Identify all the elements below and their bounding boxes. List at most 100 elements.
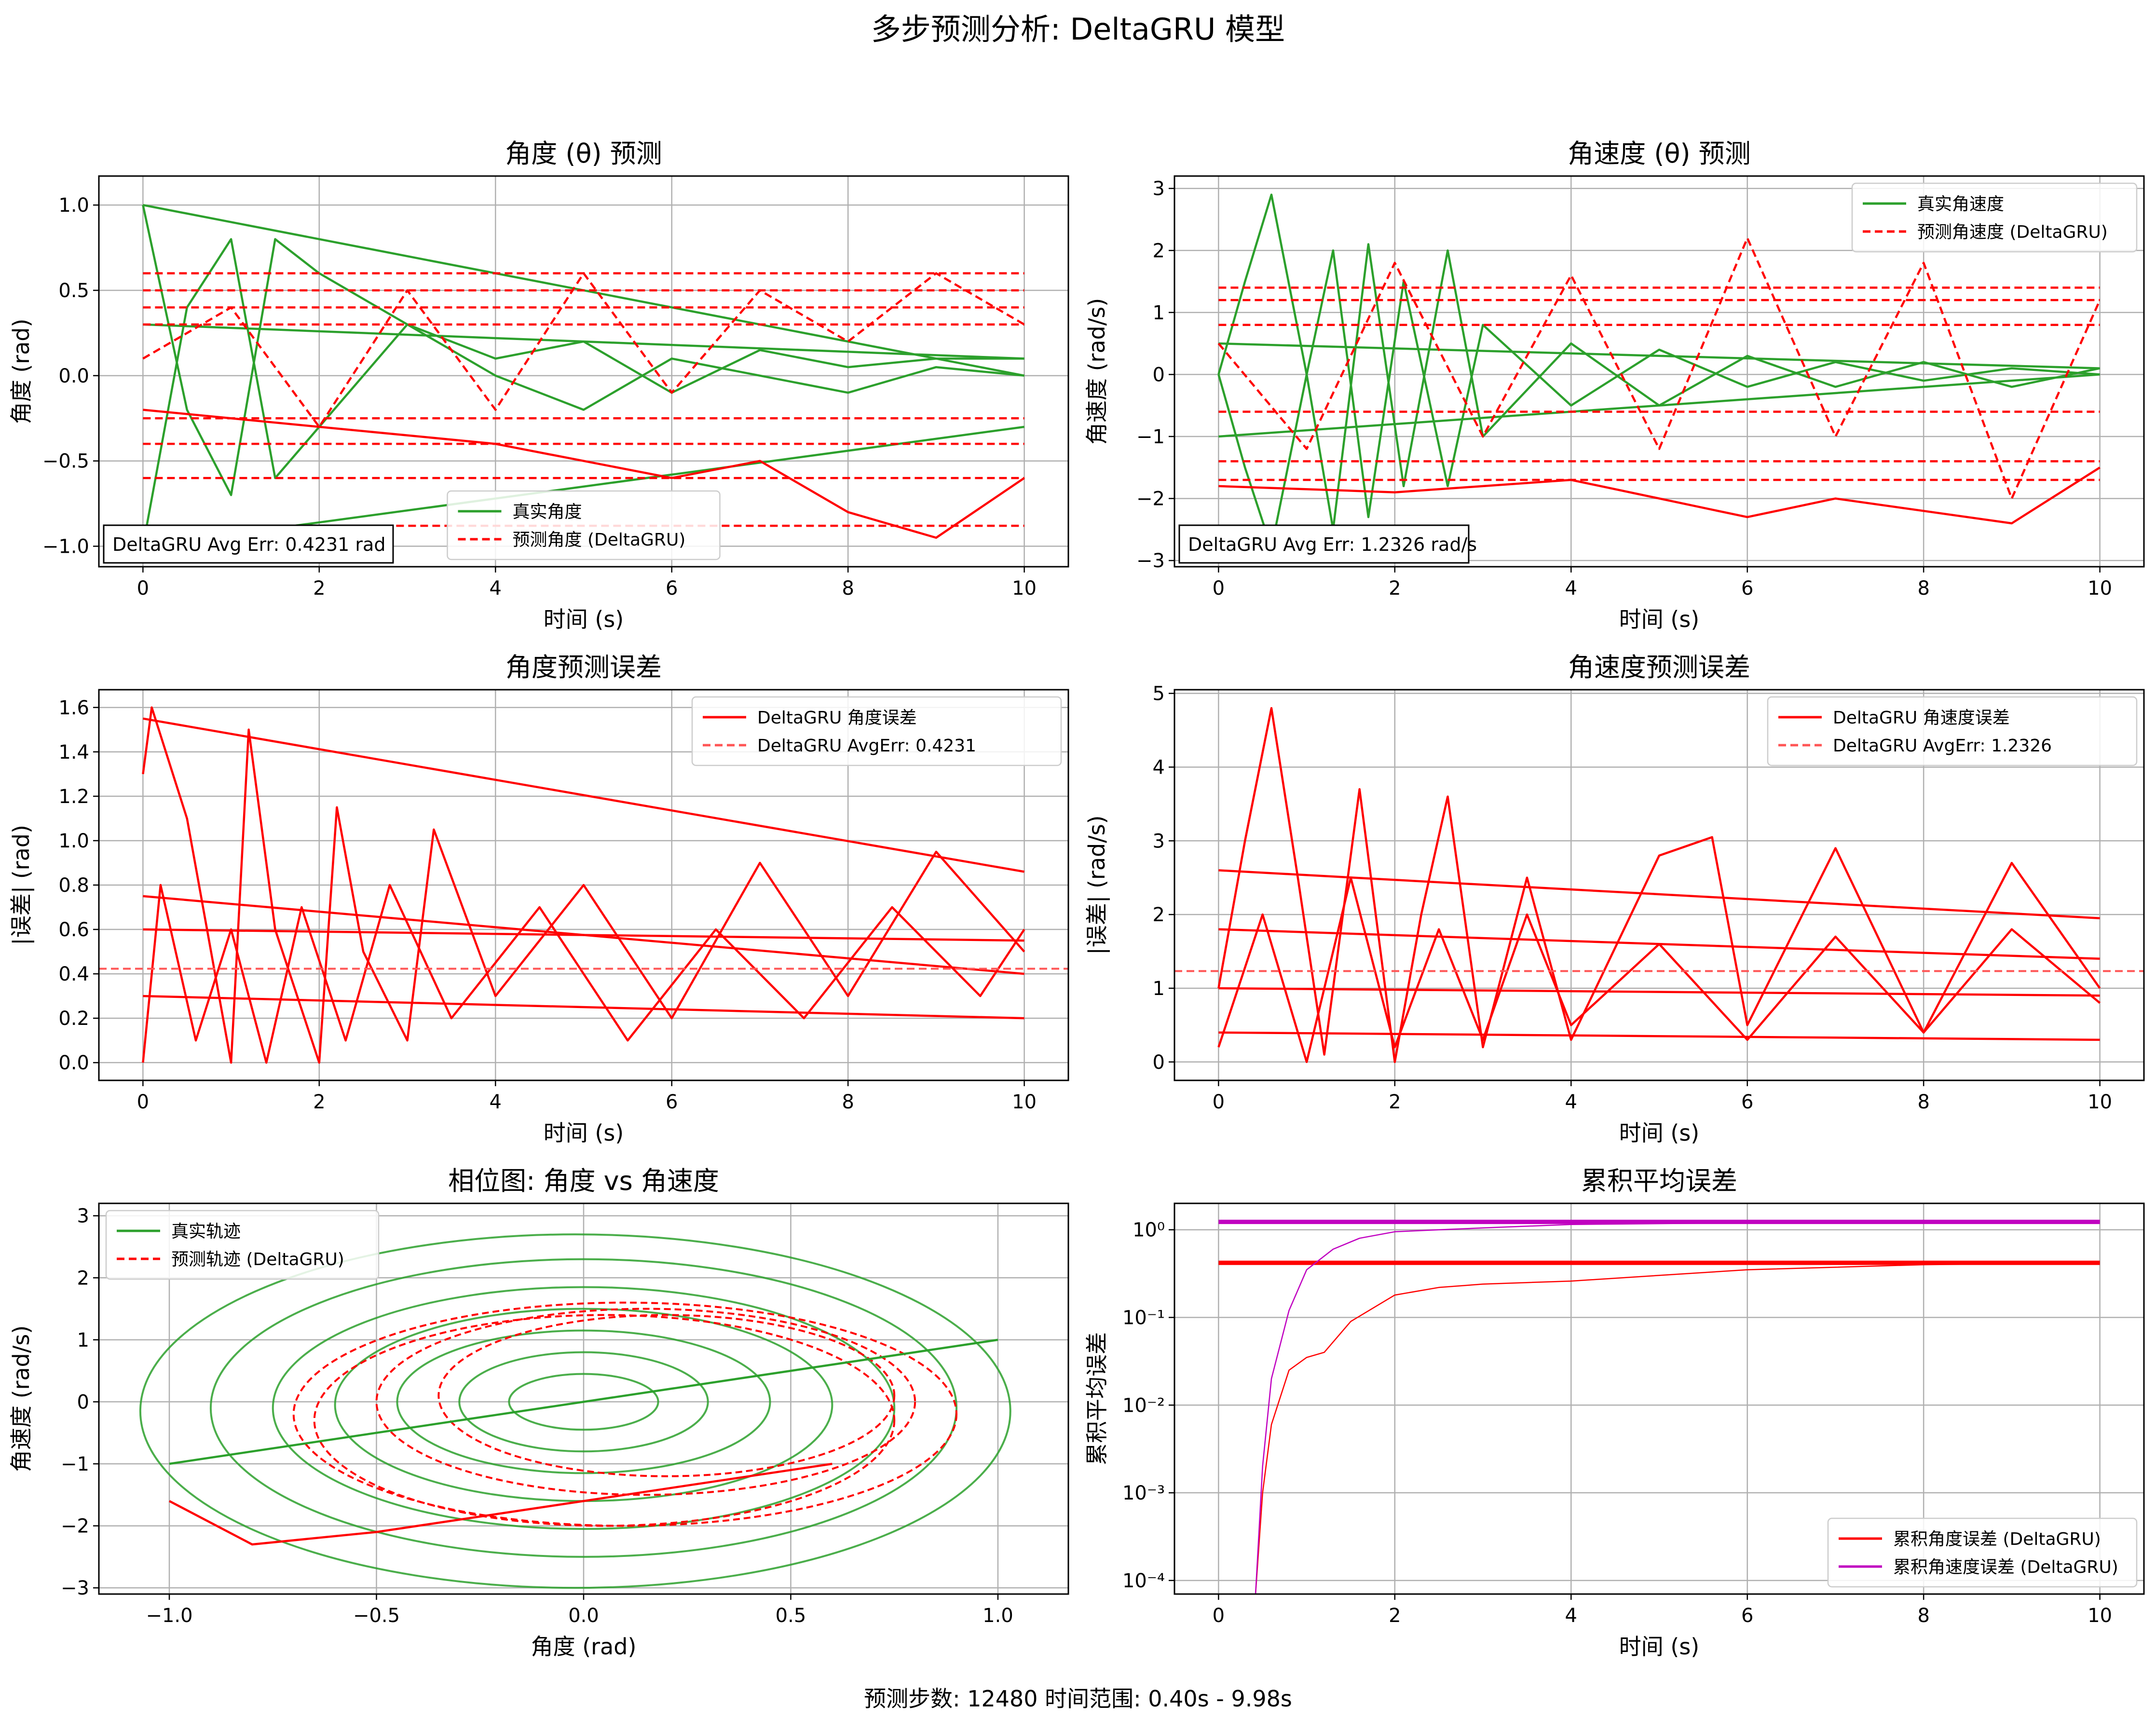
y-tick-label: 1.2 [58, 786, 89, 808]
x-tick-label: 1.0 [982, 1605, 1013, 1627]
legend-label: 真实角度 [513, 502, 582, 522]
series-line [1255, 1221, 2100, 1594]
plot-area [139, 1233, 1011, 1589]
legend-label: 真实角速度 [1917, 194, 2004, 214]
pred-trajectory-loop [375, 1308, 916, 1496]
series-line [169, 1338, 998, 1465]
x-tick-label: 4 [1565, 577, 1577, 600]
y-axis-label: 角度 (rad) [8, 319, 34, 424]
series-line [1217, 237, 2101, 500]
y-tick-label: −0.5 [42, 450, 89, 473]
series-line [1218, 928, 2100, 960]
true-trajectory-loop [458, 1351, 709, 1453]
series-line [1218, 466, 2101, 525]
y-tick-label: −2 [1136, 488, 1165, 510]
chart-title: 角度 (θ) 预测 [505, 138, 662, 169]
y-tick-label: 2 [77, 1267, 89, 1289]
y-tick-label: −1.0 [42, 536, 89, 558]
y-tick-label: −3 [1136, 550, 1165, 572]
legend: DeltaGRU 角速度误差 DeltaGRU AvgErr: 1.2326 [1767, 696, 2138, 766]
x-tick-label: 8 [1917, 577, 1929, 600]
x-tick-label: 0 [1213, 1605, 1225, 1627]
series-line [142, 238, 1024, 547]
x-tick-label: 10 [2088, 1091, 2112, 1113]
y-axis-label: |误差| (rad) [8, 825, 35, 945]
legend: 累积角度误差 (DeltaGRU) 累积角速度误差 (DeltaGRU) [1827, 1517, 2138, 1588]
annotation-text: DeltaGRU Avg Err: 0.4231 rad [112, 534, 385, 555]
series-line [168, 1462, 832, 1546]
x-tick-label: 0.5 [776, 1605, 806, 1627]
x-tick-label: 10 [2088, 1605, 2112, 1627]
legend-label: DeltaGRU AvgErr: 0.4231 [757, 736, 976, 756]
x-axis-label: 时间 (s) [1619, 1120, 1699, 1146]
x-tick-label: −0.5 [353, 1605, 400, 1627]
legend-label: 累积角度误差 (DeltaGRU) [1893, 1529, 2101, 1549]
y-tick-label: 1 [1153, 978, 1165, 1000]
series-line [1217, 193, 2101, 531]
y-tick-label: −2 [61, 1515, 89, 1538]
axes-frame [98, 175, 1069, 568]
y-tick-label: 0.0 [58, 1052, 89, 1074]
x-tick-label: 2 [313, 577, 325, 600]
y-tick-label: 10⁻⁴ [1122, 1570, 1165, 1592]
y-axis-label: 累积平均误差 [1084, 1332, 1110, 1465]
legend-frame [691, 696, 1062, 766]
series-line [143, 995, 1024, 1020]
x-tick-label: 4 [490, 1091, 502, 1113]
y-tick-label: 0.6 [58, 919, 89, 941]
x-tick-label: 6 [1741, 577, 1753, 600]
chart-title: 累积平均误差 [1581, 1166, 1737, 1196]
true-trajectory-loop [139, 1233, 1011, 1589]
pred-trajectory-loop [437, 1314, 896, 1477]
axes-frame [98, 689, 1069, 1081]
x-tick-label: 10 [1012, 577, 1037, 600]
y-tick-label: 0 [1153, 1051, 1165, 1074]
y-tick-label: 0.4 [58, 963, 89, 985]
chart-panel-3: 0 2 4 6 8 10 0.0 0.2 0.4 0.6 0.8 1.0 1.2 1.4 1.6 角度预测误差… [8, 652, 1069, 1146]
x-tick-label: 4 [1565, 1091, 1577, 1113]
legend-frame [105, 1210, 380, 1280]
legend: DeltaGRU 角度误差 DeltaGRU AvgErr: 0.4231 [691, 696, 1062, 766]
legend-label: DeltaGRU 角度误差 [757, 708, 917, 728]
x-axis-label: 时间 (s) [1619, 606, 1699, 632]
y-axis-label: |误差| (rad/s) [1084, 815, 1110, 954]
true-trajectory-loop [396, 1329, 771, 1474]
x-axis-label: 角度 (rad) [531, 1634, 637, 1660]
y-tick-label: 4 [1153, 756, 1165, 778]
true-trajectory-loop [209, 1258, 958, 1558]
axes-frame [1174, 175, 2145, 568]
y-tick-label: 2 [1153, 240, 1165, 262]
annotation-text: DeltaGRU Avg Err: 1.2326 rad/s [1188, 534, 1477, 555]
y-tick-label: 1.6 [58, 697, 89, 719]
x-tick-label: 0 [1213, 577, 1225, 600]
pred-trajectory-loop [292, 1301, 958, 1527]
figure-footer: 预测步数: 12480 时间范围: 0.40s - 9.98s [864, 1686, 1292, 1712]
x-axis-label: 时间 (s) [544, 606, 624, 632]
x-tick-label: 10 [1012, 1091, 1037, 1113]
x-tick-label: 0.0 [568, 1605, 599, 1627]
plot-area [99, 706, 1068, 1064]
x-tick-label: 8 [842, 577, 854, 600]
y-tick-label: −3 [61, 1577, 89, 1599]
x-tick-label: 2 [1389, 577, 1401, 600]
x-tick-label: 2 [1389, 1091, 1401, 1113]
x-tick-label: 2 [1389, 1605, 1401, 1627]
plot-area [1174, 707, 2144, 1064]
y-axis-label: 角速度 (rad/s) [1084, 298, 1110, 445]
y-tick-label: 3 [1153, 830, 1165, 852]
series-line [142, 884, 1025, 1064]
annotation-box [1178, 524, 1470, 564]
chart-title: 角速度预测误差 [1568, 652, 1750, 682]
x-tick-label: 2 [313, 1091, 325, 1113]
legend-label: DeltaGRU AvgErr: 1.2326 [1833, 736, 2052, 756]
plot-area [142, 204, 1025, 547]
series-line [142, 706, 1025, 1064]
series-line [142, 272, 1025, 428]
x-axis-label: 时间 (s) [544, 1120, 624, 1146]
y-tick-label: −1 [61, 1453, 89, 1475]
y-tick-label: 0 [1153, 364, 1165, 386]
y-tick-label: −1 [1136, 426, 1165, 448]
